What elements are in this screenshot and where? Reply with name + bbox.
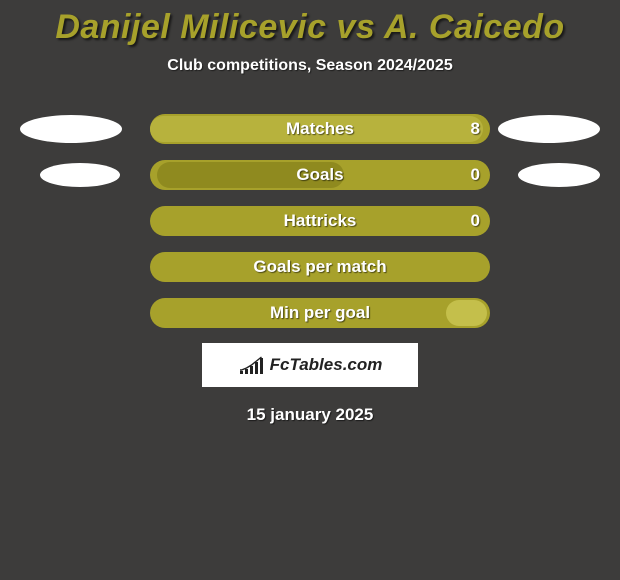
ellipse-left [40,163,120,187]
metric-label: Min per goal [150,298,490,328]
page-title: Danijel Milicevic vs A. Caicedo [0,8,620,47]
metric-row: Goals0 [10,159,610,191]
metric-value-right: 8 [471,114,480,144]
metric-label: Goals per match [150,252,490,282]
metric-bar: Min per goal [150,298,490,328]
metric-row: Hattricks0 [10,205,610,237]
metric-bar: Hattricks0 [150,206,490,236]
metric-label: Matches [150,114,490,144]
site-logo: FcTables.com [238,355,383,375]
metric-label: Goals [150,160,490,190]
ellipse-right [518,163,600,187]
subtitle: Club competitions, Season 2024/2025 [0,57,620,75]
comparison-chart: Matches8Goals0Hattricks0Goals per matchM… [0,113,620,329]
metric-row: Matches8 [10,113,610,145]
metric-label: Hattricks [150,206,490,236]
metric-row: Min per goal [10,297,610,329]
metric-bar: Goals0 [150,160,490,190]
ellipse-right [498,115,600,143]
vs-text: vs [327,8,384,46]
ellipse-left [20,115,122,143]
date-line: 15 january 2025 [0,405,620,425]
metric-value-right: 0 [471,206,480,236]
logo-box: FcTables.com [202,343,418,387]
metric-bar: Goals per match [150,252,490,282]
metric-bar: Matches8 [150,114,490,144]
player1-name: Danijel Milicevic [55,8,326,46]
barchart-icon [238,355,266,375]
metric-row: Goals per match [10,251,610,283]
metric-value-right: 0 [471,160,480,190]
player2-name: A. Caicedo [384,8,565,46]
logo-text: FcTables.com [270,355,383,375]
